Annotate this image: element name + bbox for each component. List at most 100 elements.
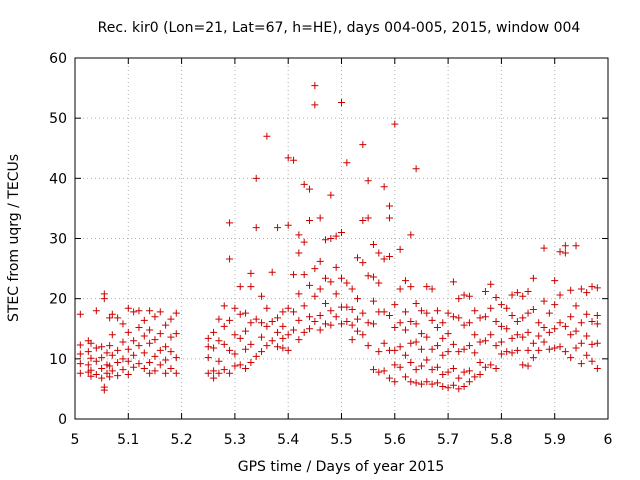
data-point — [380, 367, 388, 375]
data-point — [322, 299, 330, 307]
data-point — [135, 307, 143, 315]
data-point — [593, 312, 601, 320]
data-point — [338, 320, 345, 328]
data-point — [284, 346, 292, 354]
data-point — [391, 120, 399, 128]
data-point — [274, 314, 282, 322]
data-point — [268, 318, 276, 326]
data-point — [423, 378, 431, 386]
data-point — [258, 348, 266, 356]
data-point — [487, 304, 495, 312]
data-point — [364, 319, 372, 327]
data-point — [391, 346, 399, 354]
data-point — [140, 316, 148, 324]
data-point — [220, 302, 228, 310]
data-point — [167, 364, 175, 372]
data-point — [353, 254, 361, 262]
data-point — [519, 292, 527, 300]
data-point — [215, 337, 223, 345]
data-point — [274, 224, 282, 232]
data-point — [242, 364, 250, 372]
data-point — [338, 228, 345, 236]
data-point — [588, 318, 596, 326]
data-point — [322, 320, 330, 328]
data-point — [364, 272, 372, 280]
data-point — [348, 336, 356, 344]
data-point — [508, 349, 516, 357]
data-point — [460, 383, 468, 391]
data-point — [92, 357, 100, 365]
chart-title: Rec. kir0 (Lon=21, Lat=67, h=HE), days 0… — [98, 20, 581, 36]
data-point — [247, 340, 255, 348]
data-point — [268, 268, 276, 276]
data-point — [311, 292, 319, 300]
data-point — [231, 304, 239, 312]
data-point — [114, 358, 122, 366]
x-tick-label: 5.1 — [117, 432, 139, 448]
data-point — [524, 309, 532, 317]
data-point — [151, 336, 159, 344]
data-point — [556, 343, 564, 351]
x-axis-label: GPS time / Days of year 2015 — [238, 459, 445, 475]
data-point — [306, 313, 314, 321]
data-point — [156, 346, 164, 354]
data-point — [481, 363, 489, 371]
data-point — [487, 361, 495, 369]
data-point — [114, 314, 122, 322]
data-point — [204, 343, 212, 351]
data-point — [428, 366, 436, 374]
data-point — [471, 307, 479, 315]
data-point — [332, 263, 340, 271]
data-point — [364, 214, 372, 222]
data-point — [290, 308, 298, 316]
data-point — [322, 236, 330, 244]
data-point — [412, 338, 420, 346]
data-point — [135, 360, 143, 368]
data-point — [391, 324, 399, 332]
x-tick-label: 5 — [71, 432, 80, 448]
data-point — [540, 244, 548, 252]
data-point — [369, 273, 377, 281]
data-point — [428, 285, 436, 293]
data-point — [119, 320, 127, 328]
y-tick-label: 50 — [49, 111, 67, 127]
data-point — [545, 309, 553, 317]
data-point — [220, 340, 228, 348]
data-point — [124, 370, 132, 378]
data-point — [220, 322, 228, 330]
data-point — [497, 350, 505, 358]
data-point — [167, 348, 175, 356]
data-point — [407, 378, 415, 386]
data-point — [316, 214, 324, 222]
data-point — [247, 319, 255, 327]
data-point — [316, 257, 324, 265]
data-point — [210, 374, 218, 382]
data-point — [567, 354, 575, 362]
data-point — [156, 308, 164, 316]
data-point — [524, 346, 532, 354]
data-point — [460, 368, 468, 376]
data-point — [476, 338, 484, 346]
data-point — [492, 318, 500, 326]
data-point — [417, 362, 425, 370]
data-point — [433, 342, 441, 350]
data-point — [124, 357, 132, 365]
data-point — [252, 174, 260, 182]
data-point — [146, 326, 154, 334]
data-point — [492, 293, 500, 301]
data-point — [556, 248, 564, 256]
data-point — [439, 334, 447, 342]
data-point — [492, 342, 500, 350]
data-point — [327, 321, 335, 329]
x-tick-label: 5.6 — [384, 432, 406, 448]
x-tick-label: 5.2 — [170, 432, 192, 448]
data-point — [108, 351, 116, 359]
data-point — [279, 344, 287, 352]
data-point — [540, 297, 548, 305]
data-point — [167, 315, 175, 323]
data-point — [300, 180, 308, 188]
data-point — [428, 345, 436, 353]
data-point — [100, 295, 108, 303]
grid-lines — [75, 58, 608, 419]
data-point — [593, 284, 601, 292]
